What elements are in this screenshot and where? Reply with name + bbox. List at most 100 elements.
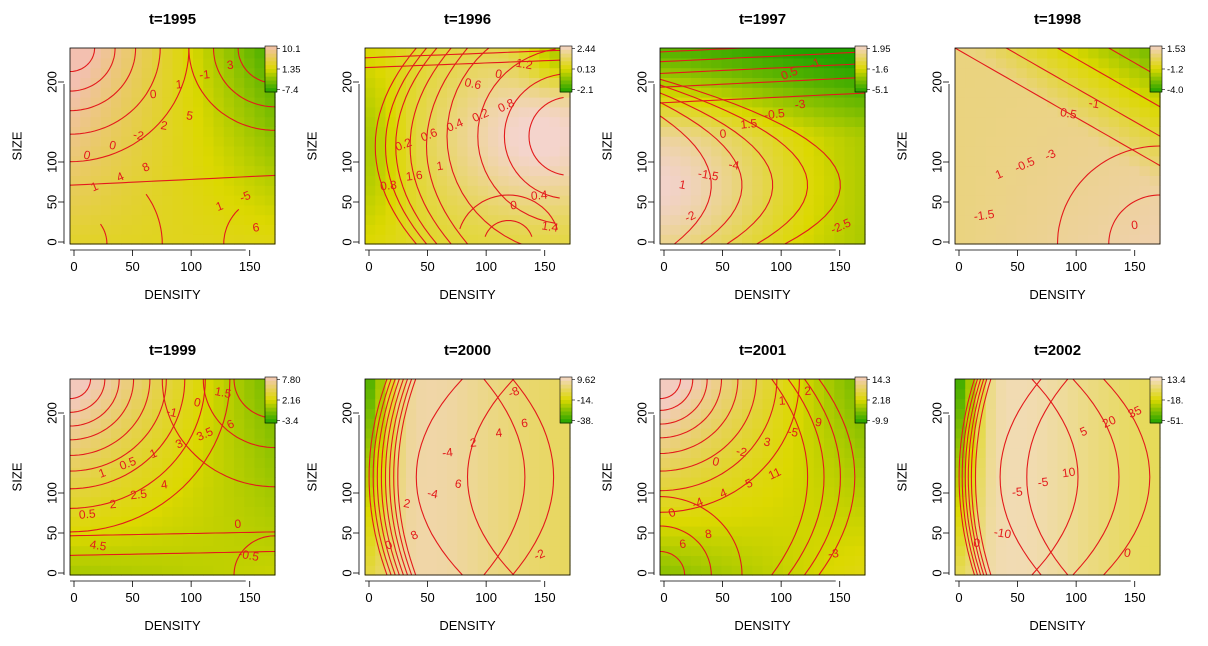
heatmap-cell [203, 486, 215, 498]
heatmap-cell [436, 116, 448, 127]
heatmap-cell [162, 116, 174, 127]
heatmap-cell [254, 447, 266, 458]
heatmap-cell [701, 214, 712, 225]
heatmap-cell [844, 379, 856, 390]
heatmap-cell [518, 136, 530, 147]
heatmap-cell [854, 506, 866, 517]
heatmap-cell [80, 477, 92, 488]
plot-frame [69, 378, 276, 576]
heatmap-cell [234, 516, 245, 527]
heatmap-cell [772, 526, 784, 537]
heatmap-cell [1037, 526, 1048, 537]
heatmap-cell [975, 516, 987, 527]
contour-label: -5 [1011, 484, 1023, 499]
heatmap-cell [985, 545, 997, 556]
heatmap-cell [711, 146, 723, 157]
heatmap-cell [1108, 214, 1120, 225]
heatmap-cell [375, 165, 387, 176]
heatmap-cell [416, 77, 428, 88]
heatmap-cell [172, 146, 184, 157]
heatmap-cell [844, 155, 856, 167]
heatmap-cell [1016, 204, 1028, 216]
heatmap-cell [234, 457, 245, 468]
legend-label: 2.16 [282, 396, 301, 407]
heatmap-cell [1098, 535, 1110, 547]
y-tick-label: 50 [929, 195, 944, 209]
heatmap-cell [244, 234, 256, 245]
heatmap-cell [559, 447, 571, 458]
heatmap-cell [254, 155, 266, 167]
heatmap-cell [793, 379, 805, 390]
heatmap-cell [762, 77, 774, 88]
panel-title: t=1998 [1034, 11, 1081, 28]
heatmap-cell [80, 136, 92, 147]
heatmap-cell [1047, 165, 1059, 176]
heatmap-cell [1149, 204, 1161, 216]
heatmap-cell [80, 545, 92, 556]
heatmap-cell [793, 106, 805, 118]
heatmap-cell [141, 165, 153, 176]
heatmap-cell [1119, 97, 1130, 108]
heatmap-cell [131, 195, 143, 206]
heatmap-cell [824, 565, 835, 576]
heatmap-cell [416, 418, 428, 429]
heatmap-cell [457, 146, 469, 157]
heatmap-cell [793, 418, 805, 429]
heatmap-cell [803, 57, 815, 69]
heatmap-cell [90, 195, 102, 206]
heatmap-cell [742, 48, 753, 59]
heatmap-cell [813, 486, 825, 498]
heatmap-cell [803, 565, 815, 576]
heatmap-cell [406, 467, 417, 478]
heatmap-cell [721, 116, 733, 127]
heatmap-cell [70, 516, 81, 527]
heatmap-cell [172, 477, 184, 488]
heatmap-cell [70, 106, 81, 118]
heatmap-cell [1016, 185, 1028, 196]
heatmap-cell [1057, 204, 1069, 216]
heatmap-cell [223, 77, 235, 88]
heatmap-cell [213, 214, 225, 225]
heatmap-cell [203, 506, 215, 517]
heatmap-cell [783, 457, 794, 468]
heatmap-cell [1088, 545, 1100, 556]
heatmap-cell [1129, 204, 1141, 216]
heatmap-cell [1016, 106, 1028, 118]
heatmap-cell [783, 408, 794, 419]
heatmap-cell [1108, 155, 1120, 167]
heatmap-cell [162, 87, 174, 98]
heatmap-cell [467, 398, 479, 409]
contour-label: 1 [148, 446, 160, 462]
contour-line [380, 379, 400, 575]
heatmap-cell [742, 545, 753, 556]
contour-line [660, 525, 712, 575]
heatmap-cell [731, 204, 743, 216]
heatmap-cell [426, 565, 438, 576]
contour-label: -3 [827, 546, 839, 561]
y-tick-label: 0 [929, 238, 944, 245]
heatmap-cell [752, 398, 764, 409]
heatmap-cell [783, 175, 794, 186]
heatmap-cell [742, 175, 753, 186]
heatmap-cell [1149, 146, 1161, 157]
legend-swatch [265, 76, 277, 81]
heatmap-cell [1026, 195, 1038, 206]
heatmap-cell [1078, 496, 1089, 507]
heatmap-cell [690, 467, 702, 478]
heatmap-cell [385, 214, 397, 225]
heatmap-cell [721, 126, 733, 137]
heatmap-cell [742, 526, 753, 537]
heatmap-cell [1037, 116, 1048, 127]
heatmap-cell [365, 126, 376, 137]
contour-line [660, 379, 694, 411]
heatmap-cell [100, 388, 112, 400]
plot-frame [69, 47, 276, 245]
heatmap-cell [813, 418, 825, 429]
heatmap-cell [1139, 486, 1151, 498]
legend-swatch [855, 380, 867, 386]
heatmap-cell [1119, 418, 1130, 429]
heatmap-cell [1139, 535, 1151, 547]
heatmap-cell [783, 535, 794, 547]
heatmap-cell [742, 195, 753, 206]
heatmap-cell [223, 526, 235, 537]
